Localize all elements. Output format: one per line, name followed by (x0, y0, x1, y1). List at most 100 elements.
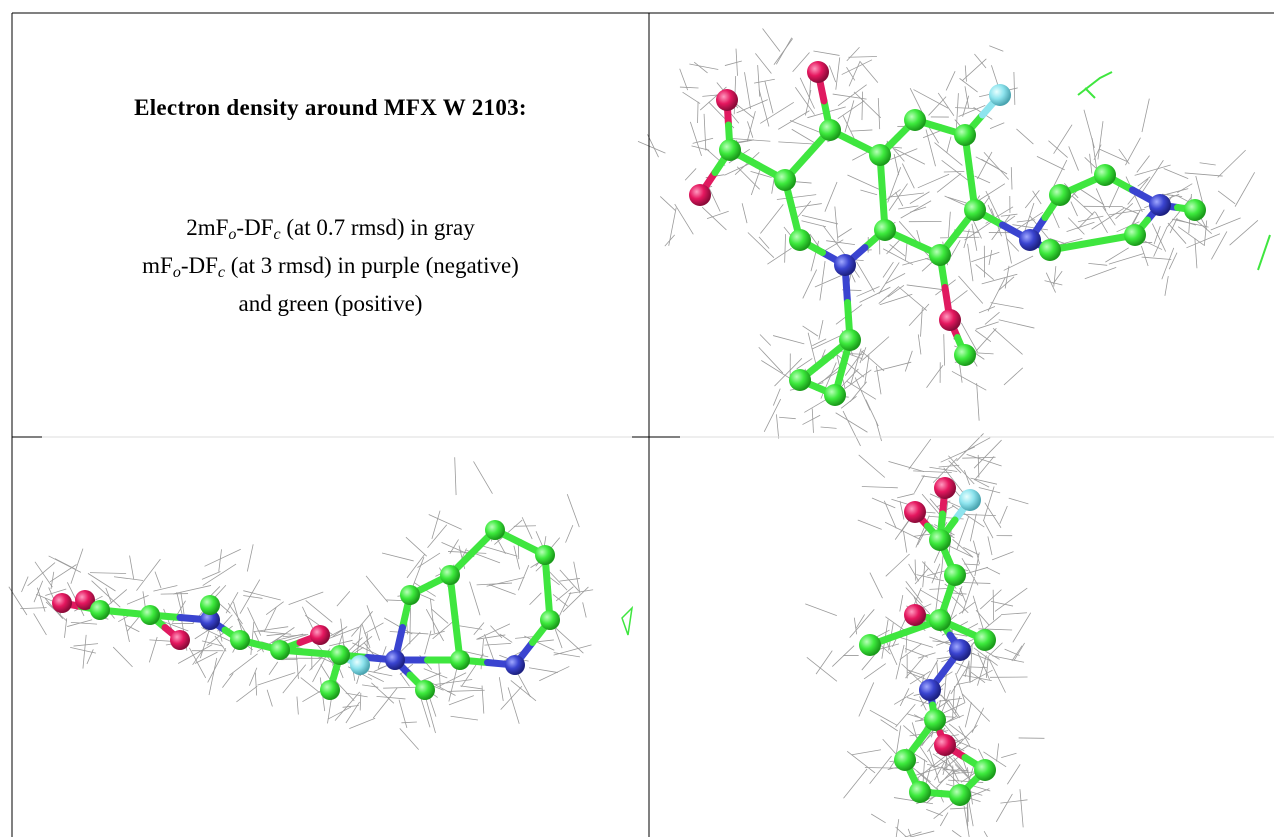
density-mesh (900, 595, 903, 611)
density-mesh (813, 51, 839, 55)
density-mesh (795, 87, 814, 114)
density-mesh (898, 206, 918, 209)
density-mesh (328, 707, 351, 719)
density-mesh (748, 232, 774, 257)
density-mesh (362, 624, 370, 648)
density-mesh (965, 65, 966, 81)
density-mesh (35, 562, 52, 587)
density-mesh (851, 130, 872, 131)
density-mesh (742, 203, 747, 223)
density-mesh (774, 38, 793, 64)
density-mesh (449, 696, 474, 705)
density-mesh (690, 122, 701, 156)
density-mesh (1109, 185, 1120, 208)
density-mesh (986, 567, 1000, 574)
density-mesh (972, 708, 984, 733)
density-mesh (698, 102, 699, 123)
atom (140, 605, 160, 625)
density-mesh (760, 335, 771, 346)
density-mesh (905, 351, 912, 372)
density-mesh (836, 57, 840, 89)
density-mesh (229, 654, 257, 676)
density-mesh (815, 275, 843, 287)
atom (1019, 229, 1041, 251)
atom (834, 254, 856, 276)
density-mesh (431, 609, 448, 624)
density-mesh (1098, 121, 1103, 159)
density-mesh (1092, 208, 1124, 229)
density-mesh (1169, 253, 1177, 270)
density-mesh (797, 358, 813, 368)
density-mesh (950, 808, 968, 809)
density-mesh (926, 809, 943, 815)
density-mesh (428, 525, 447, 548)
density-mesh (971, 252, 999, 262)
text: and green (positive) (239, 291, 423, 316)
density-mesh (946, 71, 955, 90)
density-mesh (34, 581, 43, 602)
density-mesh (962, 457, 995, 458)
density-mesh (105, 589, 126, 607)
density-mesh (267, 634, 284, 636)
density-mesh (878, 98, 879, 129)
density-mesh (1016, 129, 1033, 144)
atom (689, 184, 711, 206)
density-mesh (816, 651, 832, 674)
density-mesh (845, 100, 854, 132)
density-mesh (765, 81, 773, 113)
density-mesh (902, 164, 914, 189)
density-mesh (1115, 203, 1132, 218)
density-mesh (1072, 196, 1093, 216)
density-mesh (349, 718, 375, 728)
density-mesh (399, 700, 407, 728)
density-mesh (1054, 125, 1072, 154)
density-mesh (1004, 256, 1033, 270)
density-mesh (955, 673, 965, 702)
density-mesh (377, 696, 406, 699)
atom (320, 680, 340, 700)
density-mesh (470, 582, 480, 616)
density-mesh (400, 728, 419, 749)
atom (974, 759, 996, 781)
density-mesh (536, 531, 542, 546)
density-mesh (767, 248, 791, 264)
atom (1124, 224, 1146, 246)
density-mesh (991, 303, 1024, 309)
density-mesh (777, 195, 816, 200)
legend-line: and green (positive) (12, 285, 649, 323)
atom (934, 477, 956, 499)
atom (789, 369, 811, 391)
density-mesh (675, 204, 694, 234)
density-mesh (862, 487, 898, 488)
density-mesh (900, 644, 922, 660)
density-mesh (366, 576, 388, 602)
density-mesh (426, 698, 436, 733)
density-mesh (1218, 150, 1246, 177)
density-mesh (905, 243, 907, 260)
density-mesh (499, 677, 503, 701)
density-mesh (489, 585, 515, 595)
density-mesh (991, 65, 998, 86)
atom (949, 639, 971, 661)
density-mesh (269, 662, 278, 675)
density-mesh (226, 592, 238, 613)
density-mesh (807, 657, 837, 681)
density-mesh (351, 611, 372, 636)
density-mesh (1004, 368, 1023, 385)
density-mesh (417, 553, 440, 567)
atom (789, 229, 811, 251)
density-mesh (920, 590, 945, 605)
density-mesh (88, 573, 116, 591)
density-mesh (704, 114, 706, 151)
density-mesh (886, 554, 910, 576)
density-mesh (737, 100, 768, 113)
density-mesh (1014, 643, 1025, 661)
atom (934, 734, 956, 756)
density-mesh (34, 613, 47, 634)
density-mesh (947, 137, 951, 153)
density-mesh (962, 694, 990, 722)
density-mesh (999, 320, 1035, 328)
density-mesh (847, 751, 875, 773)
density-mesh (983, 520, 993, 538)
density-mesh (836, 413, 868, 433)
